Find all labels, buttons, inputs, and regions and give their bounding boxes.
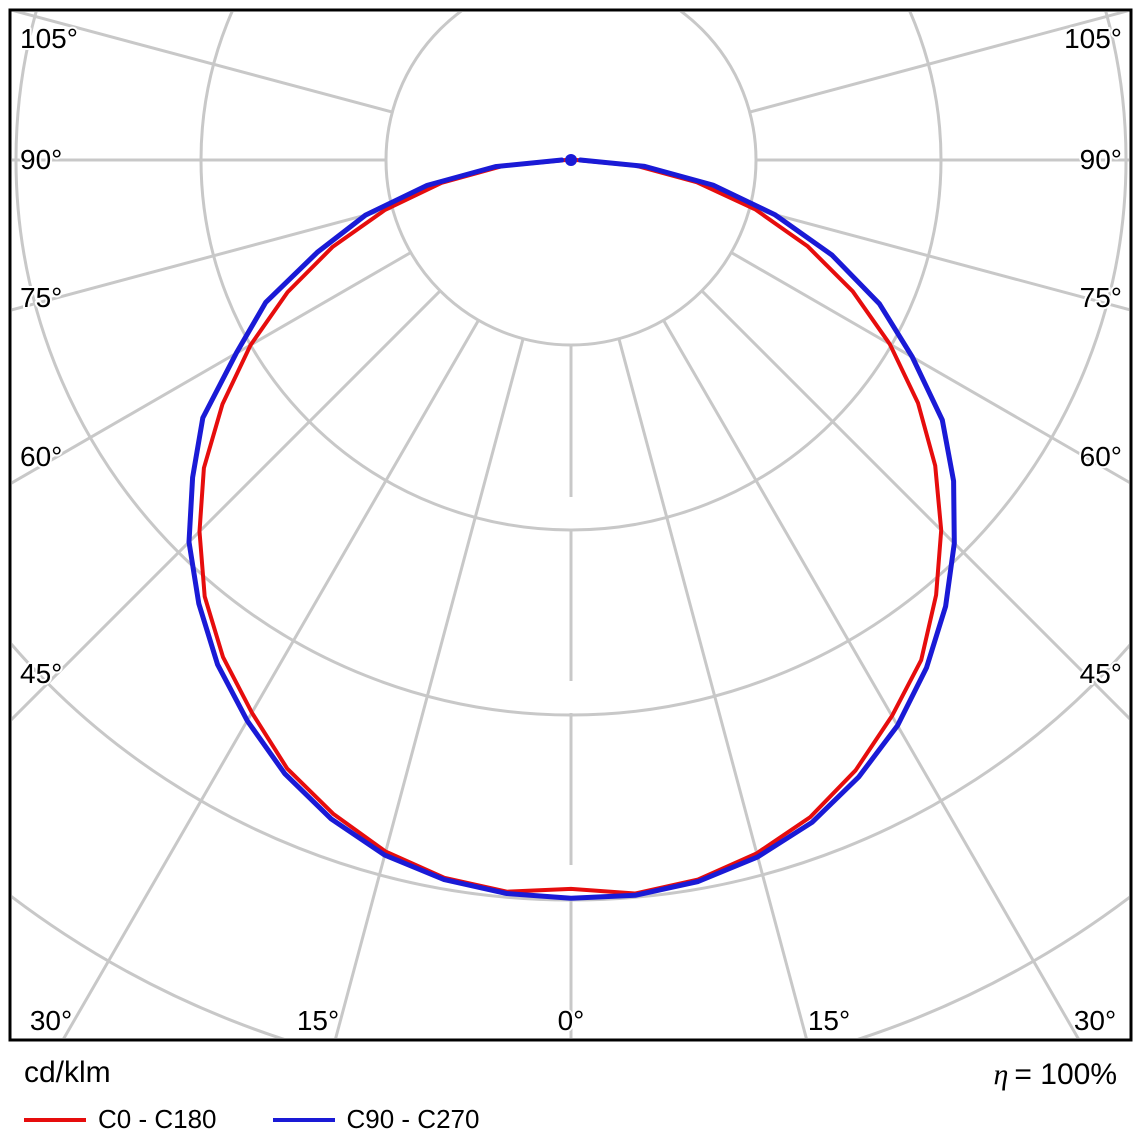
- grid-spoke: [730, 251, 1129, 484]
- legend-swatch-c0-c180: [24, 1117, 86, 1122]
- grid-spoke: [617, 338, 808, 1038]
- angle-label-bottom-30r: 30°: [1074, 1005, 1116, 1036]
- legend-label-c0-c180: C0 - C180: [98, 1104, 217, 1134]
- angle-label-right-90: 90°: [1080, 144, 1122, 175]
- angle-label-bottom-30l: 30°: [30, 1005, 72, 1036]
- angle-label-right-60: 60°: [1080, 441, 1122, 472]
- angle-label-bottom-15r: 15°: [808, 1005, 850, 1036]
- grid-spoke: [700, 289, 1129, 721]
- legend-item-c0-c180: C0 - C180: [24, 1104, 217, 1135]
- angle-label-right-105: 105°: [1064, 23, 1122, 54]
- pole-marker: [565, 154, 577, 166]
- curve-c90-c270: [186, 157, 957, 901]
- angle-label-right-75: 75°: [1080, 282, 1122, 313]
- angle-label-right-45: 45°: [1080, 658, 1122, 689]
- grid-spoke: [749, 12, 1129, 114]
- angle-label-left-105: 105°: [20, 23, 78, 54]
- angle-label-left-60: 60°: [20, 441, 62, 472]
- legend-swatch-c90-c270: [272, 1117, 335, 1122]
- intensity-curves: [186, 154, 957, 901]
- units-label: cd/klm: [24, 1056, 111, 1089]
- plot-frame: [8, 8, 1133, 1042]
- legend-item-c90-c270: C90 - C270: [272, 1104, 480, 1135]
- curve-c0-c180: [197, 158, 944, 896]
- grid-spoke: [12, 12, 393, 114]
- angle-label-left-90: 90°: [20, 144, 62, 175]
- efficiency-value: = 100%: [1014, 1058, 1117, 1091]
- angle-label-bottom-15l: 15°: [297, 1005, 339, 1036]
- legend: C0 - C180 C90 - C270: [0, 1098, 479, 1143]
- grid-spoke: [12, 289, 442, 722]
- angle-label-left-75: 75°: [20, 282, 62, 313]
- angle-label-bottom-0: 0°: [558, 1005, 585, 1036]
- angle-label-left-45: 45°: [20, 658, 62, 689]
- grid-spoke: [62, 319, 480, 1038]
- angle-labels: 105° 90° 75° 60° 45° 105° 90° 75° 60° 45…: [18, 21, 1124, 1038]
- eta-symbol: η: [993, 1058, 1009, 1091]
- grid-spoke: [12, 206, 393, 312]
- grid-ring: [384, 12, 758, 347]
- legend-label-c90-c270: C90 - C270: [346, 1104, 480, 1134]
- grid-spoke: [749, 206, 1129, 312]
- grid-spoke: [662, 319, 1080, 1038]
- grid-spoke: [12, 251, 412, 485]
- efficiency-label: η = 100%: [994, 1058, 1117, 1092]
- grid-spoke: [334, 338, 525, 1038]
